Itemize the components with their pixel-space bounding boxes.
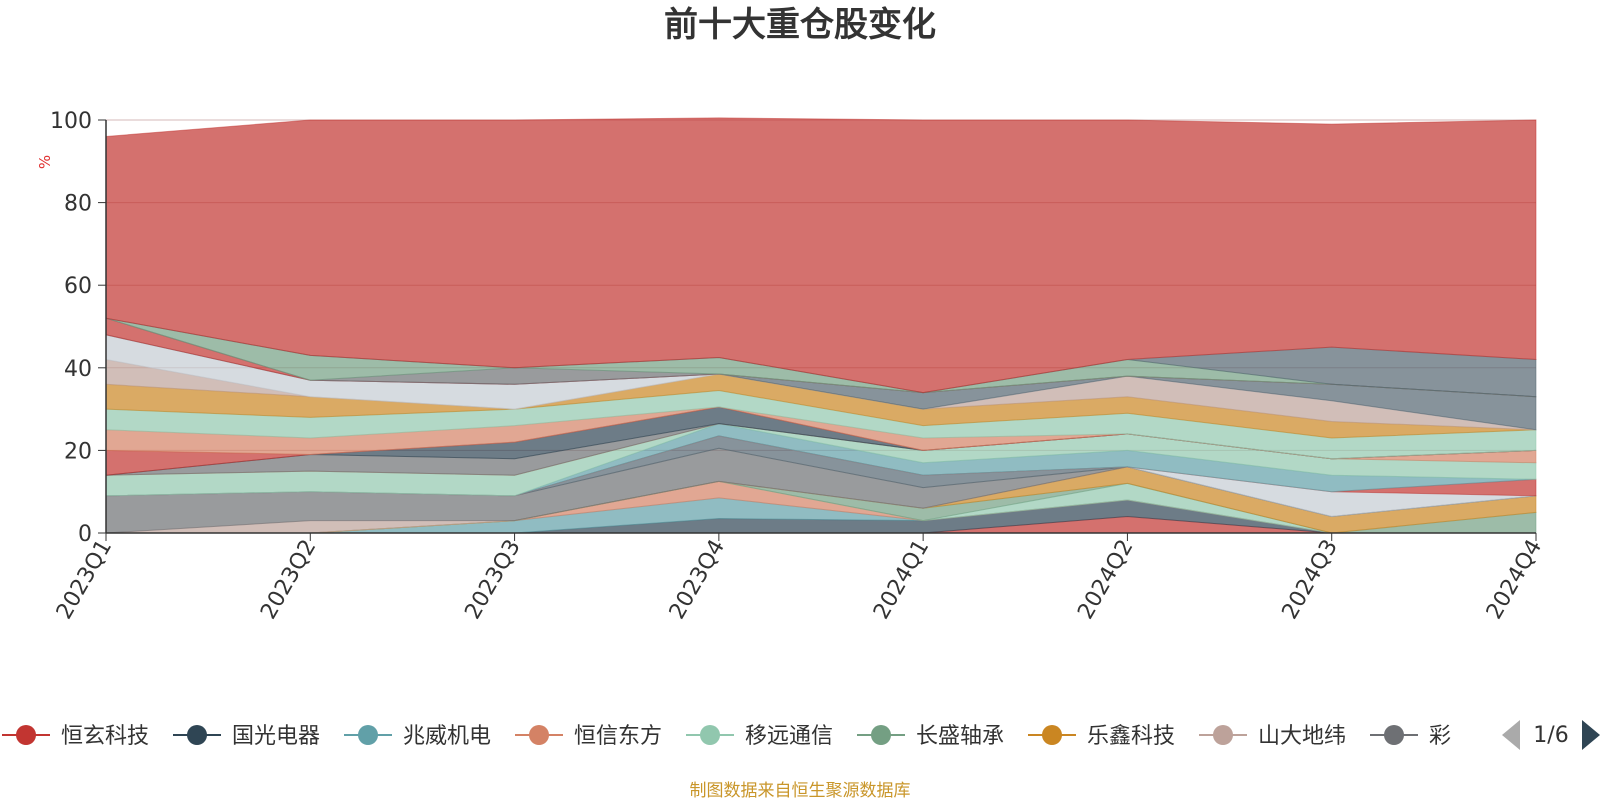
x-tick-label: 2023Q3 — [460, 536, 525, 624]
legend-label: 恒信东方 — [574, 724, 662, 749]
legend-item[interactable]: 国光电器 — [173, 724, 320, 749]
x-tick-label: 2024Q2 — [1073, 536, 1138, 624]
legend-item[interactable]: 乐鑫科技 — [1028, 724, 1175, 749]
legend-label: 兆威机电 — [403, 724, 491, 749]
legend-next-icon[interactable] — [1582, 720, 1600, 750]
legend-item[interactable]: 恒信东方 — [515, 724, 662, 749]
y-tick-label: 100 — [50, 109, 92, 134]
legend-marker-icon — [16, 725, 36, 745]
chart-title: 前十大重仓股变化 — [664, 5, 936, 45]
legend-marker-icon — [358, 725, 378, 745]
x-tick-label: 2024Q3 — [1278, 536, 1343, 624]
legend-page-indicator: 1/6 — [1533, 723, 1568, 748]
legend-label: 彩 — [1429, 724, 1451, 749]
x-tick-label: 2023Q4 — [665, 536, 730, 624]
x-tick-label: 2023Q2 — [256, 536, 321, 624]
area-series-29 — [105, 117, 1537, 394]
legend-item[interactable]: 移远通信 — [686, 724, 833, 749]
legend-pager: 1/6 — [1502, 720, 1600, 750]
legend-marker-icon — [1213, 725, 1233, 745]
legend-label: 移远通信 — [745, 724, 833, 749]
legend-marker-icon — [700, 725, 720, 745]
area-series-group — [105, 117, 1537, 534]
legend: 恒玄科技 国光电器 兆威机电 恒信东方 移远通信 长盛轴承 乐鑫科技 山大地纬 彩 — [2, 724, 1451, 749]
legend-label: 恒玄科技 — [61, 724, 149, 749]
x-tick-label: 2024Q4 — [1482, 536, 1547, 624]
legend-item[interactable]: 恒玄科技 — [2, 724, 149, 749]
legend-item[interactable]: 兆威机电 — [344, 724, 491, 749]
legend-marker-icon — [1042, 725, 1062, 745]
y-tick-label: 0 — [78, 522, 92, 547]
legend-marker-icon — [529, 725, 549, 745]
legend-prev-icon[interactable] — [1502, 720, 1520, 750]
x-tick-label: 2024Q1 — [869, 536, 934, 624]
y-tick-label: 20 — [64, 439, 92, 464]
legend-item[interactable]: 彩 — [1370, 724, 1451, 749]
legend-label: 长盛轴承 — [916, 724, 1004, 749]
legend-marker-icon — [871, 725, 891, 745]
y-tick-label: 60 — [64, 274, 92, 299]
legend-label: 国光电器 — [232, 724, 320, 749]
y-tick-label: 80 — [64, 192, 92, 217]
legend-item[interactable]: 山大地纬 — [1199, 724, 1346, 749]
legend-label: 乐鑫科技 — [1087, 724, 1175, 749]
y-tick-label: 40 — [64, 357, 92, 382]
legend-label: 山大地纬 — [1258, 724, 1346, 749]
stacked-area-chart: 0 20 40 60 80 100% 2023Q1 2023Q2 2023Q3 2023Q4 202… — [2, 109, 1600, 750]
source-note: 制图数据来自恒生聚源数据库 — [689, 781, 911, 801]
legend-marker-icon — [187, 725, 207, 745]
legend-item[interactable]: 长盛轴承 — [857, 724, 1004, 749]
x-tick-label: 2023Q1 — [52, 536, 117, 624]
y-axis-label: % — [36, 155, 54, 169]
legend-marker-icon — [1384, 725, 1404, 745]
